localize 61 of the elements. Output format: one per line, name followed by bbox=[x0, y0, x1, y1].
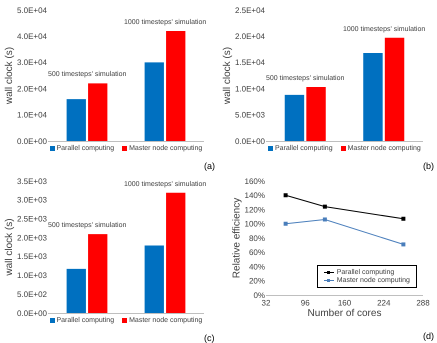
x-tick-label: 160 bbox=[338, 298, 352, 308]
y-axis-title: wall clock (s) bbox=[4, 218, 15, 277]
y-tick-label: 1.5E+03 bbox=[16, 252, 48, 262]
x-tick-label: 224 bbox=[377, 298, 391, 308]
y-tick-label: 0.0E+00 bbox=[16, 136, 48, 146]
y-axis-title: wall clock (s) bbox=[222, 46, 233, 106]
y-tick-label: 3.5E+03 bbox=[16, 176, 48, 186]
y-tick-label: 5.0E+02 bbox=[16, 290, 48, 299]
bar bbox=[144, 245, 164, 313]
point bbox=[284, 222, 288, 226]
y-tick-label: 40% bbox=[248, 262, 265, 272]
point bbox=[401, 216, 406, 221]
bar bbox=[384, 38, 404, 141]
bar bbox=[88, 83, 108, 141]
y-tick-label: 2.0E+03 bbox=[16, 233, 48, 242]
y-tick-label: 140% bbox=[244, 191, 265, 200]
y-tick-label: 2.5E+03 bbox=[16, 214, 48, 224]
y-tick-label: 20% bbox=[248, 276, 265, 286]
y-tick-label: 1.0E+04 bbox=[16, 110, 48, 120]
y-tick-label: 0.0E+00 bbox=[16, 308, 48, 318]
bar bbox=[166, 30, 186, 141]
x-axis-title: Number of cores bbox=[308, 308, 382, 320]
y-tick-label: 100% bbox=[244, 220, 265, 229]
y-tick-label: 1.0E+03 bbox=[16, 271, 48, 280]
point bbox=[322, 204, 327, 209]
y-tick-label: 0% bbox=[253, 290, 265, 300]
y-tick-label: 120% bbox=[244, 205, 265, 214]
text: (d) bbox=[423, 331, 434, 341]
y-tick-label: 3.0E+04 bbox=[16, 58, 48, 68]
point bbox=[401, 242, 406, 246]
bar bbox=[144, 62, 164, 141]
x-tick-label: 288 bbox=[416, 298, 430, 308]
y-tick-label: 2.0E+04 bbox=[234, 32, 266, 41]
y-tick-label: 60% bbox=[248, 248, 265, 258]
y-tick-label: 4.0E+04 bbox=[16, 32, 48, 41]
y-tick-label: 3.0E+03 bbox=[16, 196, 48, 205]
point bbox=[322, 217, 327, 222]
text: (c) bbox=[204, 333, 214, 343]
x-tick-label: 32 bbox=[262, 298, 271, 308]
y-axis-title: wall clock (s) bbox=[4, 46, 15, 106]
bar bbox=[284, 94, 304, 141]
y-axis-title: Relative efficiency bbox=[232, 198, 243, 278]
bar bbox=[88, 234, 108, 313]
y-tick-label: 160% bbox=[244, 176, 265, 186]
bar bbox=[66, 268, 86, 313]
y-tick-label: 1.5E+04 bbox=[234, 58, 266, 68]
y-tick-label: 5.0E+03 bbox=[234, 110, 266, 120]
x-tick-label: 96 bbox=[300, 298, 310, 308]
y-tick-label: 1.0E+04 bbox=[234, 84, 266, 94]
text: (a) bbox=[204, 161, 215, 171]
y-tick-label: 0.0E+00 bbox=[234, 136, 266, 146]
bar bbox=[363, 52, 383, 141]
y-tick-label: 2.5E+04 bbox=[234, 6, 266, 15]
y-tick-label: 80% bbox=[248, 234, 265, 243]
bar bbox=[66, 99, 86, 141]
y-tick-label: 2.0E+04 bbox=[16, 84, 48, 94]
point bbox=[284, 193, 288, 198]
bar bbox=[306, 87, 326, 141]
text: (b) bbox=[423, 161, 434, 171]
bar bbox=[166, 192, 186, 313]
y-tick-label: 5.0E+04 bbox=[16, 6, 48, 15]
